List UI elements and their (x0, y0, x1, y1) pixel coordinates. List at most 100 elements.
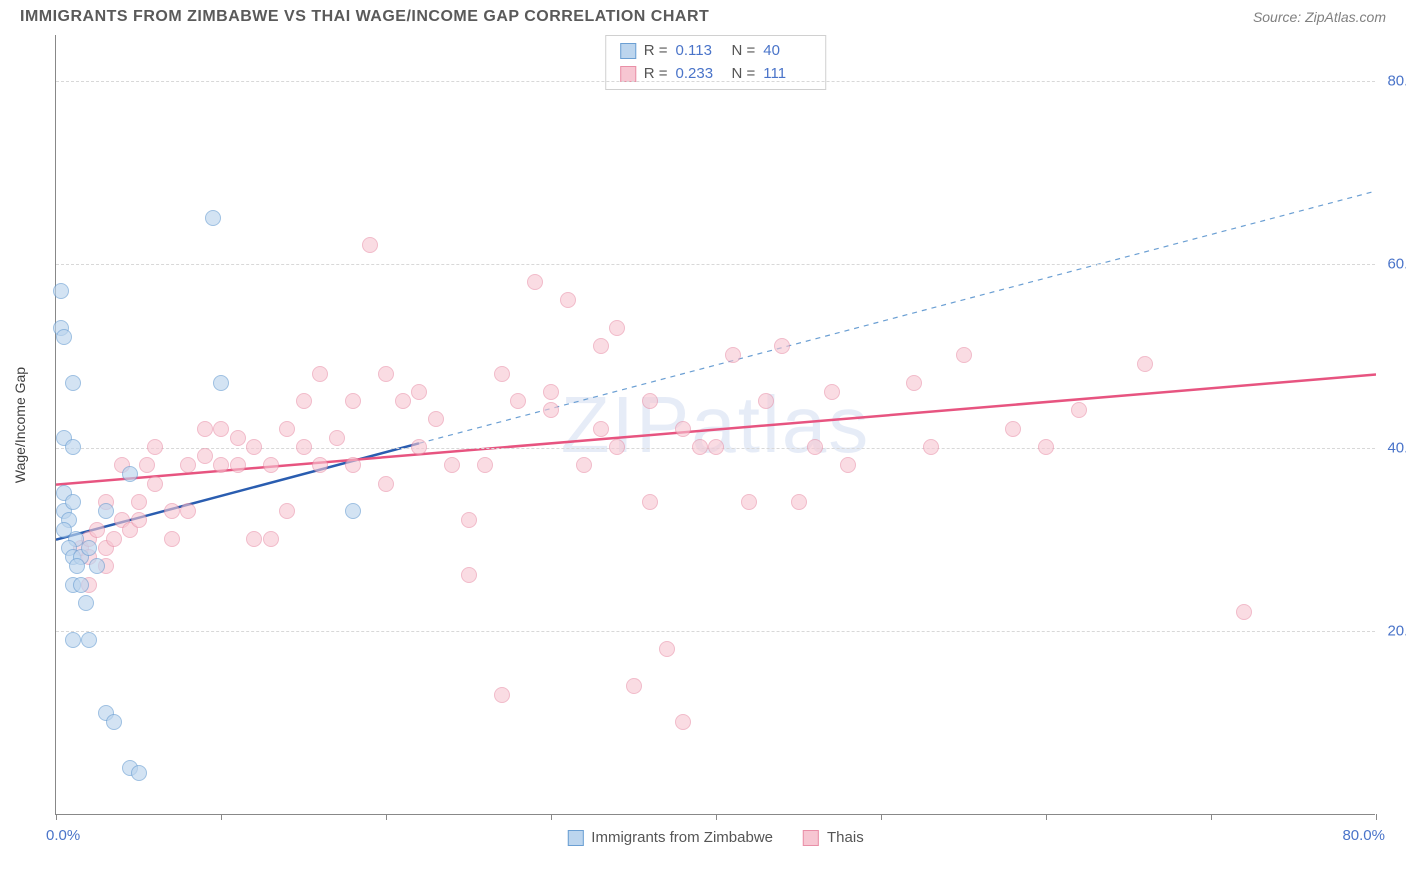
trend-line (419, 191, 1376, 443)
data-point (164, 531, 180, 547)
data-point (609, 439, 625, 455)
data-point (675, 714, 691, 730)
data-point (1137, 356, 1153, 372)
data-point (122, 466, 138, 482)
data-point (741, 494, 757, 510)
data-point (477, 457, 493, 473)
series-swatch (620, 43, 636, 59)
data-point (147, 439, 163, 455)
gridline (56, 631, 1375, 632)
data-point (906, 375, 922, 391)
data-point (411, 384, 427, 400)
data-point (230, 430, 246, 446)
data-point (593, 421, 609, 437)
data-point (296, 393, 312, 409)
legend-swatch (803, 830, 819, 846)
data-point (147, 476, 163, 492)
data-point (923, 439, 939, 455)
x-tick (1046, 814, 1047, 820)
data-point (708, 439, 724, 455)
data-point (164, 503, 180, 519)
data-point (345, 457, 361, 473)
data-point (1038, 439, 1054, 455)
data-point (510, 393, 526, 409)
data-point (1236, 604, 1252, 620)
legend-item: Immigrants from Zimbabwe (567, 829, 773, 846)
data-point (53, 283, 69, 299)
data-point (675, 421, 691, 437)
x-tick (56, 814, 57, 820)
data-point (725, 347, 741, 363)
data-point (73, 577, 89, 593)
data-point (774, 338, 790, 354)
y-axis-label: Wage/Income Gap (12, 367, 28, 483)
data-point (411, 439, 427, 455)
data-point (213, 421, 229, 437)
data-point (1071, 402, 1087, 418)
data-point (395, 393, 411, 409)
data-point (246, 531, 262, 547)
data-point (626, 678, 642, 694)
data-point (362, 237, 378, 253)
source-label: Source: ZipAtlas.com (1253, 9, 1386, 25)
x-tick (881, 814, 882, 820)
data-point (494, 687, 510, 703)
data-point (279, 503, 295, 519)
legend-label: Immigrants from Zimbabwe (591, 829, 773, 846)
data-point (824, 384, 840, 400)
y-tick-label: 80.0% (1387, 72, 1406, 89)
data-point (494, 366, 510, 382)
legend-label: Thais (827, 829, 864, 846)
data-point (560, 292, 576, 308)
data-point (312, 457, 328, 473)
x-tick (386, 814, 387, 820)
data-point (131, 494, 147, 510)
data-point (461, 512, 477, 528)
data-point (378, 476, 394, 492)
data-point (180, 503, 196, 519)
y-tick-label: 20.0% (1387, 623, 1406, 640)
data-point (65, 632, 81, 648)
legend-swatch (567, 830, 583, 846)
data-point (279, 421, 295, 437)
y-tick-label: 40.0% (1387, 439, 1406, 456)
data-point (329, 430, 345, 446)
data-point (213, 375, 229, 391)
data-point (230, 457, 246, 473)
data-point (69, 558, 85, 574)
data-point (56, 329, 72, 345)
data-point (956, 347, 972, 363)
data-point (791, 494, 807, 510)
data-point (609, 320, 625, 336)
data-point (263, 531, 279, 547)
data-point (758, 393, 774, 409)
data-point (378, 366, 394, 382)
data-point (840, 457, 856, 473)
stats-row: R =0.113N =40 (620, 40, 812, 63)
data-point (444, 457, 460, 473)
data-point (461, 567, 477, 583)
data-point (642, 393, 658, 409)
x-tick (221, 814, 222, 820)
data-point (89, 558, 105, 574)
data-point (263, 457, 279, 473)
n-value: 40 (763, 40, 811, 63)
data-point (807, 439, 823, 455)
data-point (296, 439, 312, 455)
gridline (56, 264, 1375, 265)
series-swatch (620, 66, 636, 82)
data-point (65, 439, 81, 455)
gridline (56, 81, 1375, 82)
data-point (205, 210, 221, 226)
data-point (197, 421, 213, 437)
trend-line (56, 375, 1376, 485)
data-point (89, 522, 105, 538)
data-point (1005, 421, 1021, 437)
data-point (543, 402, 559, 418)
r-label: R = (644, 40, 668, 63)
x-tick (1376, 814, 1377, 820)
x-tick (1211, 814, 1212, 820)
data-point (543, 384, 559, 400)
trendlines-layer (56, 35, 1376, 815)
data-point (576, 457, 592, 473)
